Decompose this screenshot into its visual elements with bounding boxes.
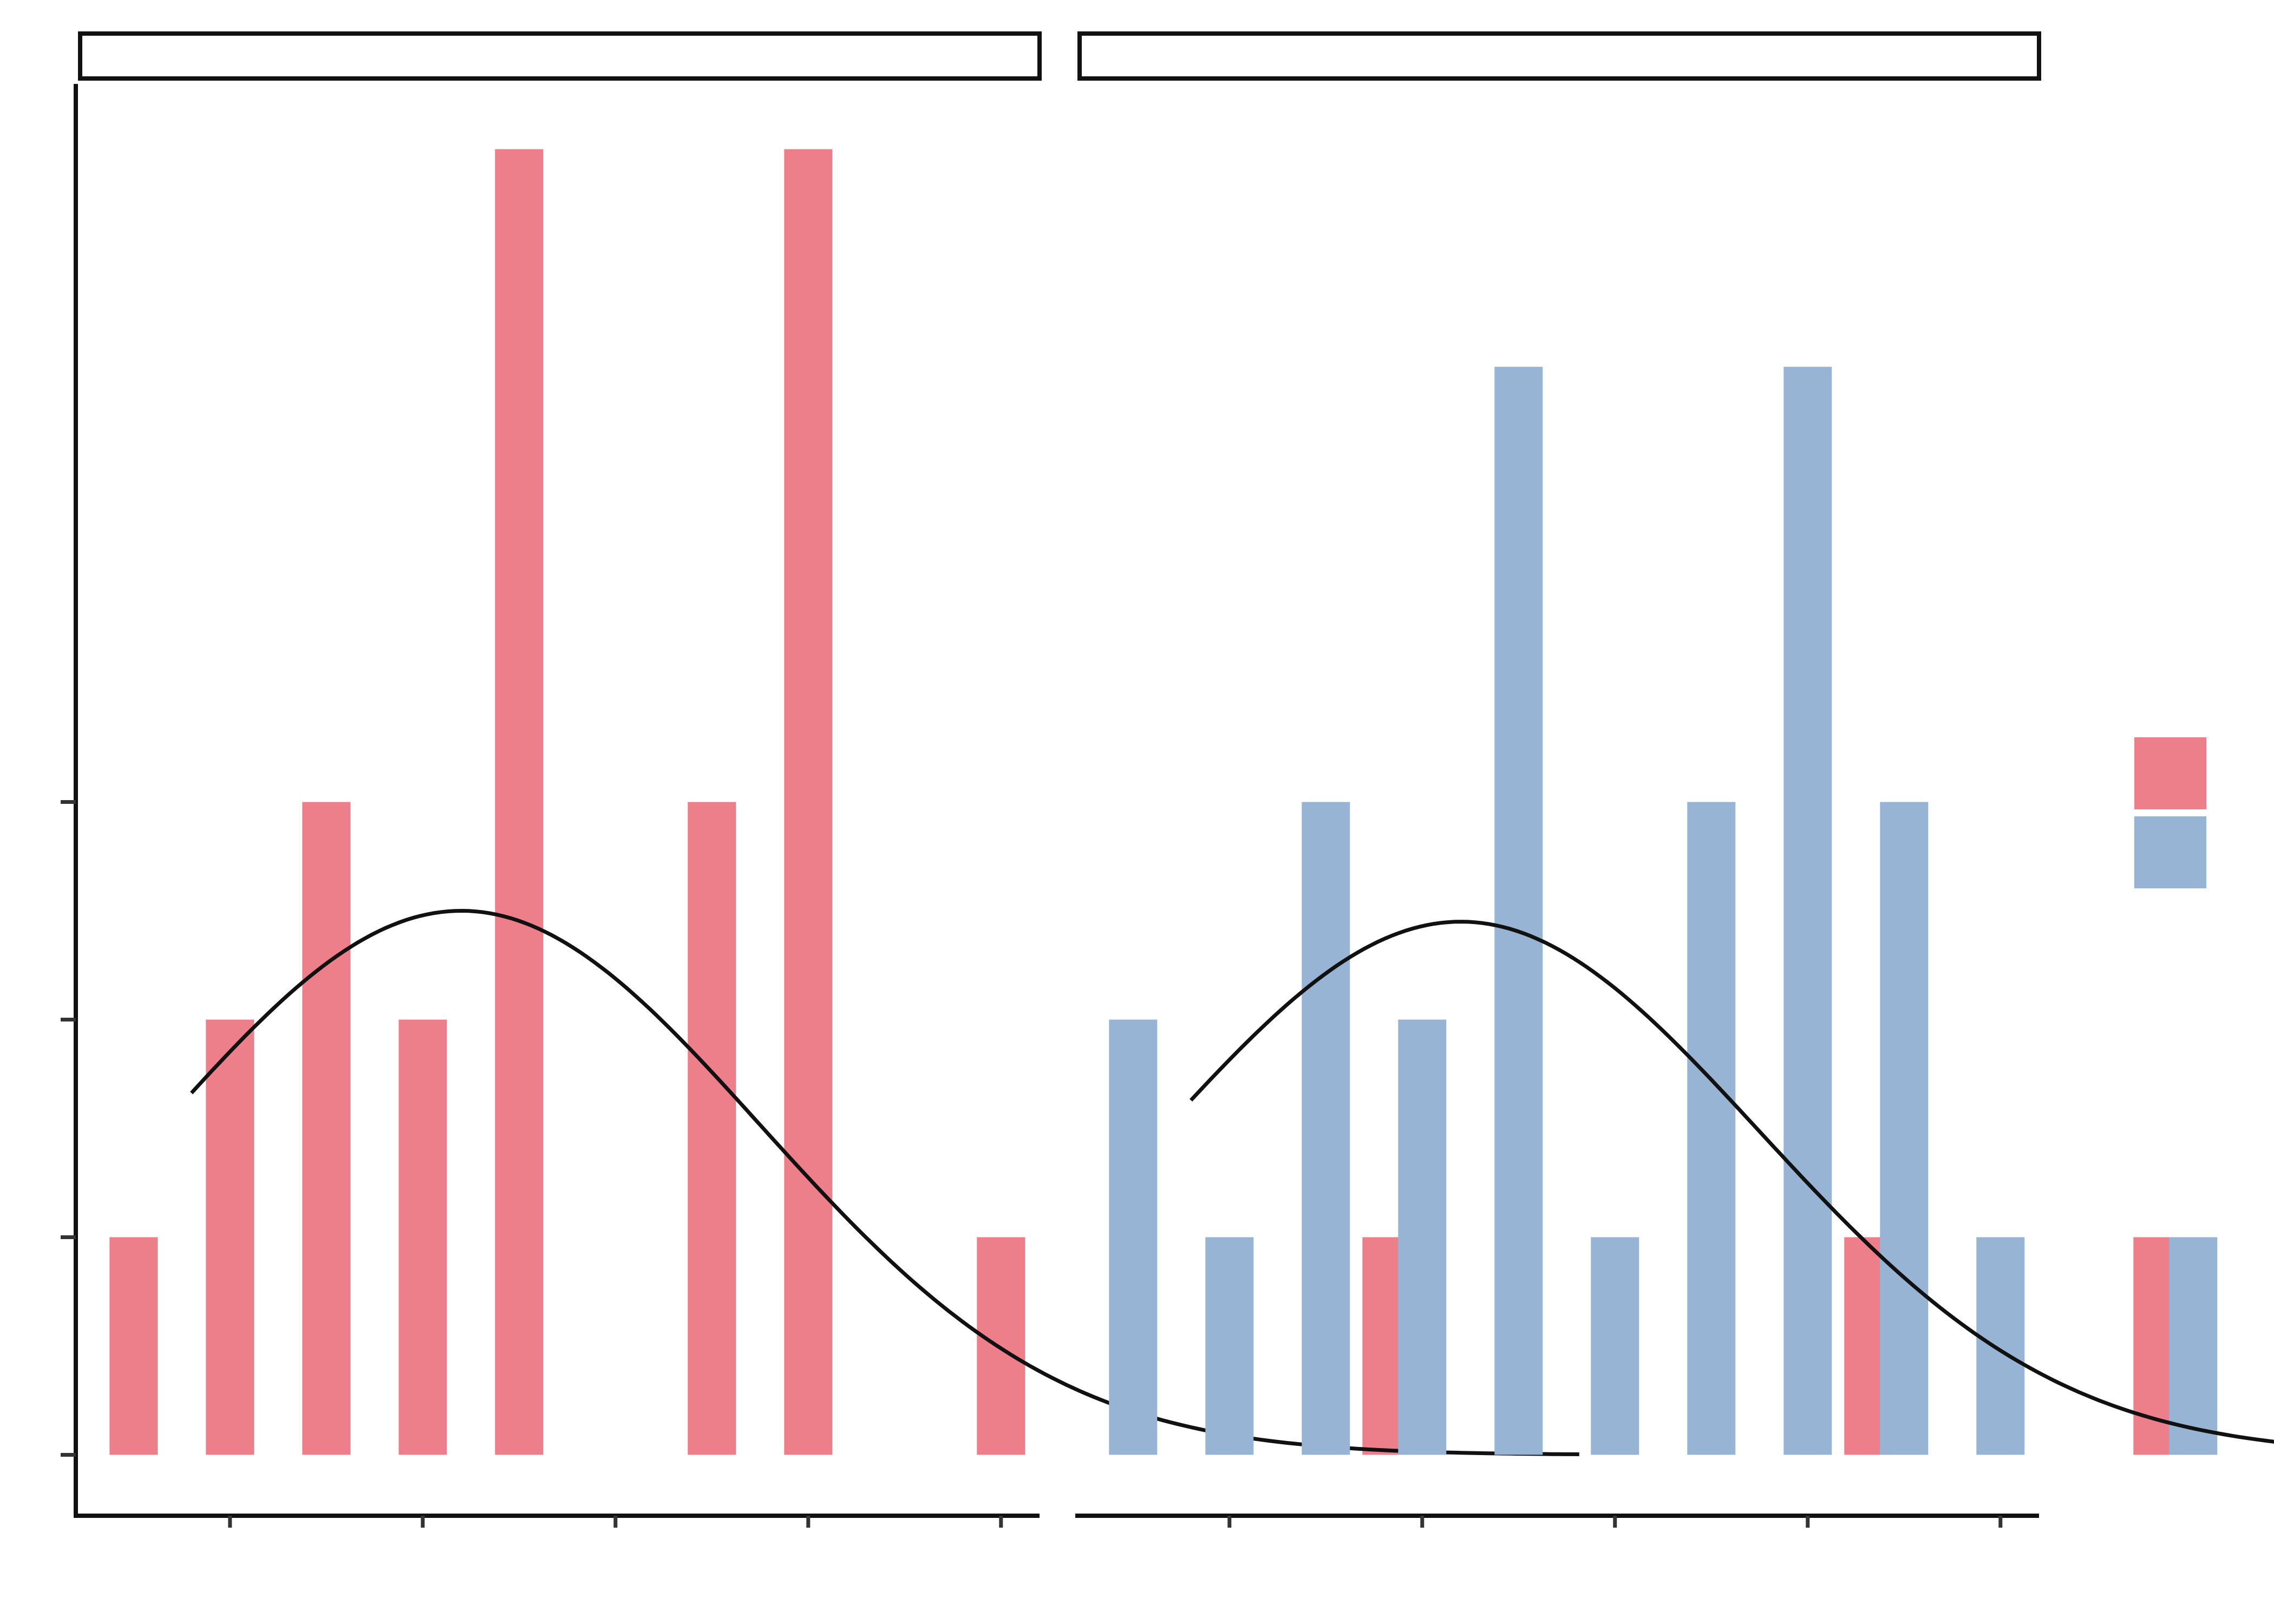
histogram-bar	[1976, 1237, 2025, 1455]
facet-strip-2	[1077, 31, 2041, 81]
histogram-bar	[2169, 1237, 2218, 1455]
legend	[2134, 737, 2206, 888]
legend-swatch-2	[2134, 816, 2206, 888]
histogram-bar	[1591, 1237, 1639, 1455]
histogram-bar	[1687, 802, 1736, 1455]
histogram-bar	[1494, 366, 1543, 1455]
histogram-bar	[109, 1237, 158, 1455]
facet-panel-1	[61, 31, 2182, 1528]
histogram-bar	[206, 1019, 254, 1455]
histogram-bar	[688, 802, 736, 1455]
histogram-bar	[977, 1237, 1025, 1455]
density-curve	[1190, 920, 2274, 1444]
histogram-bar	[398, 1019, 447, 1455]
facet-strip-1	[78, 31, 1042, 81]
histogram-bar	[302, 802, 351, 1455]
histogram-bar	[1205, 1237, 1254, 1455]
histogram-bar	[1783, 366, 1832, 1455]
histogram-bar	[495, 149, 544, 1455]
legend-swatch-1	[2134, 737, 2206, 809]
histogram-bar	[1398, 1019, 1447, 1455]
histogram-bar	[784, 149, 833, 1455]
histogram-bar	[1880, 802, 1929, 1455]
histogram-bar	[1109, 1019, 1158, 1455]
facet-panel-2	[1075, 31, 2274, 1528]
histogram-bar	[1302, 802, 1350, 1455]
